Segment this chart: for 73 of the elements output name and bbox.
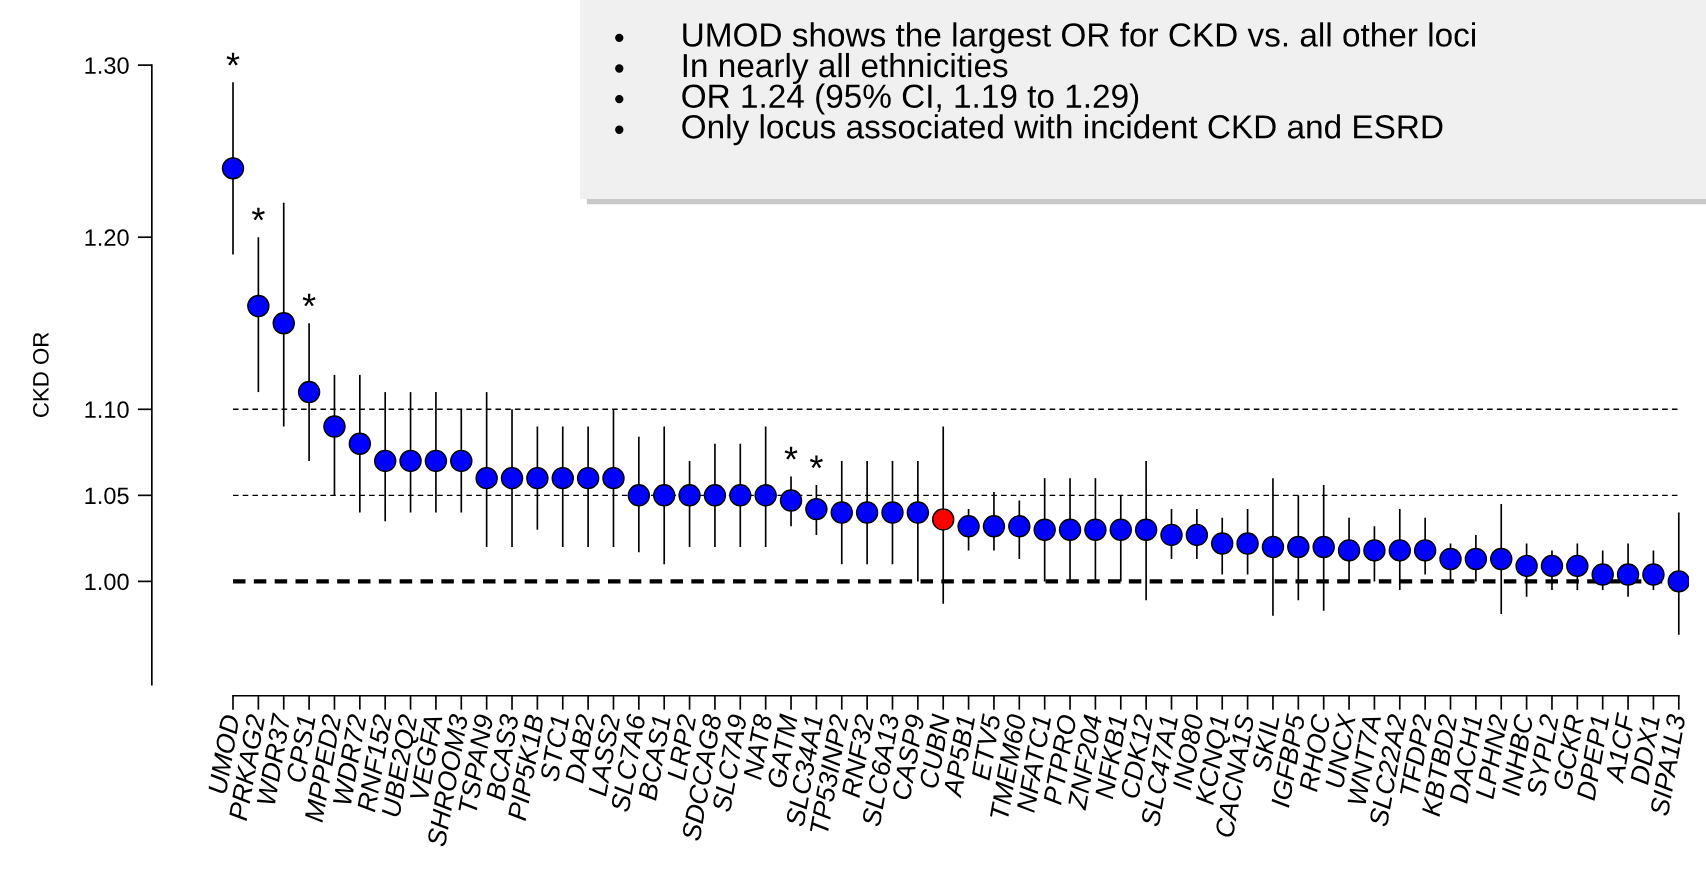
point: [1261, 535, 1285, 559]
point: [1185, 523, 1209, 547]
point: [1439, 547, 1462, 571]
y-tick-label: 1.10: [85, 401, 129, 419]
point: [450, 449, 473, 473]
point: [1515, 554, 1538, 578]
point: [1464, 547, 1488, 571]
point: [805, 497, 828, 521]
annotation: *: [226, 52, 240, 66]
point: [779, 489, 803, 512]
point: [881, 501, 904, 524]
point: [957, 515, 980, 538]
y-tick-label: 1.30: [85, 57, 129, 74]
point: [526, 466, 549, 490]
point: [1413, 539, 1437, 562]
point: [1312, 535, 1335, 559]
point: [602, 466, 625, 490]
point: [1591, 563, 1614, 586]
point: [1109, 518, 1132, 541]
point: [323, 415, 346, 438]
point: [855, 501, 879, 524]
point: [1160, 523, 1183, 547]
point: [1287, 535, 1310, 559]
point: [1363, 539, 1386, 562]
point: [373, 449, 397, 473]
point: [906, 501, 930, 524]
point: [652, 484, 676, 507]
annotation: *: [302, 293, 316, 307]
point: [500, 466, 524, 490]
point: [1236, 532, 1259, 555]
text: UMOD shows the largest OR for CKD vs. all other loci: [683, 22, 1475, 54]
point: [1008, 515, 1031, 538]
point: [1337, 539, 1361, 562]
point: [475, 466, 498, 490]
annotation: *: [809, 455, 823, 469]
point: [297, 380, 321, 404]
point: [1642, 563, 1665, 586]
y-tick-label: 1.05: [85, 487, 129, 505]
point: [576, 466, 600, 490]
point: [830, 501, 853, 524]
point: [754, 484, 777, 507]
annotation: Only locus associated with incident CKD and ESRD: [682, 114, 1443, 146]
point: [424, 449, 448, 473]
point: [627, 484, 651, 507]
point: [1566, 554, 1589, 578]
point: [1084, 518, 1107, 541]
point: [703, 484, 727, 507]
point: [221, 157, 245, 180]
point: [1134, 518, 1158, 541]
point: [1388, 539, 1412, 562]
point: [678, 484, 701, 507]
point: [931, 508, 955, 531]
point: [272, 312, 295, 335]
point: [1058, 518, 1082, 541]
point: [1540, 554, 1564, 578]
point: [551, 466, 574, 490]
point: [1211, 532, 1234, 555]
y-tick-label: 1.00: [85, 573, 129, 591]
point: [348, 432, 372, 455]
point: [982, 515, 1006, 538]
point: [729, 484, 752, 507]
annotation: *: [784, 446, 798, 460]
y-axis-title: CKD OR: [32, 332, 49, 417]
point: [1490, 547, 1513, 571]
point: [1616, 563, 1640, 586]
point: [247, 294, 270, 318]
point: [1033, 518, 1056, 541]
y-tick-label: 1.20: [85, 229, 129, 246]
annotation: *: [251, 207, 265, 221]
annotation: In nearly all ethnicities: [683, 52, 1008, 84]
annotation: OR 1.24 (95% CI, 1.19 to 1.29): [682, 83, 1139, 115]
point: [1667, 570, 1689, 593]
point: [399, 449, 422, 473]
